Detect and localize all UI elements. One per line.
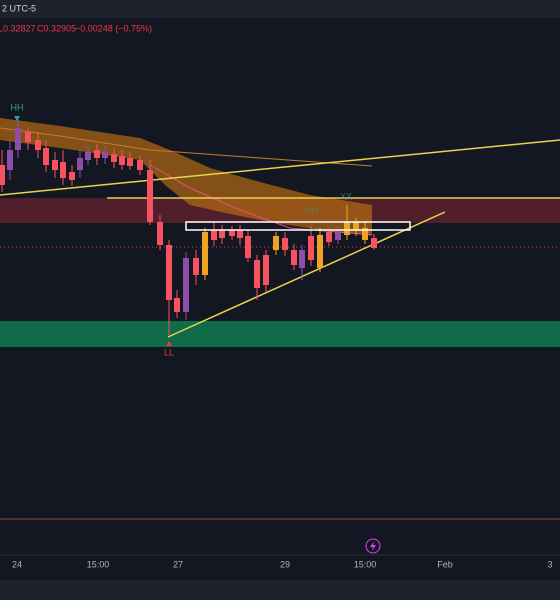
time-axis: 24 15:00 27 29 15:00 Feb 3: [12, 559, 553, 569]
candle-body: [193, 258, 199, 275]
candle-body: [317, 235, 323, 268]
hh-arrow: [14, 116, 20, 121]
candle-body: [291, 250, 297, 265]
candle-body: [202, 232, 208, 275]
hh-label: HH: [11, 102, 24, 112]
candle-body: [0, 165, 5, 185]
candle-body: [362, 228, 368, 240]
candle-body: [166, 245, 172, 300]
trend-line: [0, 139, 560, 196]
time-label: 3: [547, 559, 552, 569]
candle-body: [229, 230, 235, 236]
low-value: L0.32827: [0, 23, 36, 33]
candle-body: [245, 236, 251, 258]
ll-label: LL: [164, 347, 174, 357]
support-trend-line: [167, 211, 446, 338]
candle-body: [326, 232, 332, 242]
candle-body: [119, 156, 125, 165]
candle-body: [15, 128, 21, 150]
candle-body: [299, 250, 305, 268]
candle-body: [273, 236, 279, 250]
candle-body: [282, 238, 288, 250]
candle-body: [137, 160, 143, 170]
time-label: 29: [280, 559, 290, 569]
candle-body: [60, 162, 66, 178]
candle-body: [7, 150, 13, 170]
timezone: 2 UTC-5: [2, 3, 36, 13]
candle-body: [85, 152, 91, 160]
bottom-bar: [0, 580, 560, 600]
candle-body: [43, 148, 49, 165]
xx-label: XX: [340, 191, 352, 201]
ma-line: [0, 127, 373, 167]
candle-body: [25, 132, 31, 142]
candle-body: [157, 222, 163, 245]
candle-body: [111, 154, 117, 162]
hh-label-2: HH: [305, 205, 318, 215]
lightning-icon[interactable]: [365, 538, 381, 554]
candle-body: [174, 298, 180, 312]
candle-body: [344, 222, 350, 235]
candle-body: [263, 255, 269, 285]
candle-body: [219, 230, 225, 238]
candle-body: [52, 160, 58, 170]
close-value: C0.32905: [37, 23, 76, 33]
time-label: 15:00: [87, 559, 110, 569]
candle-body: [308, 236, 314, 260]
time-label: Feb: [437, 559, 453, 569]
change-value: −0.00248 (−0.75%): [75, 23, 152, 33]
candle-body: [211, 230, 217, 240]
candle-body: [371, 238, 377, 248]
candle-body: [254, 260, 260, 288]
candle-body: [77, 158, 83, 170]
candle-body: [35, 140, 41, 150]
candle-body: [147, 170, 153, 222]
support-zone: [0, 321, 560, 347]
candle-body: [102, 152, 108, 158]
time-label: 15:00: [354, 559, 377, 569]
ll-arrow: [166, 341, 172, 346]
top-bar: [0, 0, 560, 18]
candle-body: [69, 172, 75, 180]
candles: [0, 118, 377, 335]
time-label: 27: [173, 559, 183, 569]
range-box: [185, 221, 411, 231]
lightning-bolt: [370, 541, 376, 551]
candle-body: [94, 150, 100, 158]
time-label: 24: [12, 559, 22, 569]
candle-body: [237, 230, 243, 238]
candle-body: [127, 158, 133, 166]
candle-body: [353, 222, 359, 230]
candle-body: [335, 232, 341, 240]
candle-body: [183, 258, 189, 312]
